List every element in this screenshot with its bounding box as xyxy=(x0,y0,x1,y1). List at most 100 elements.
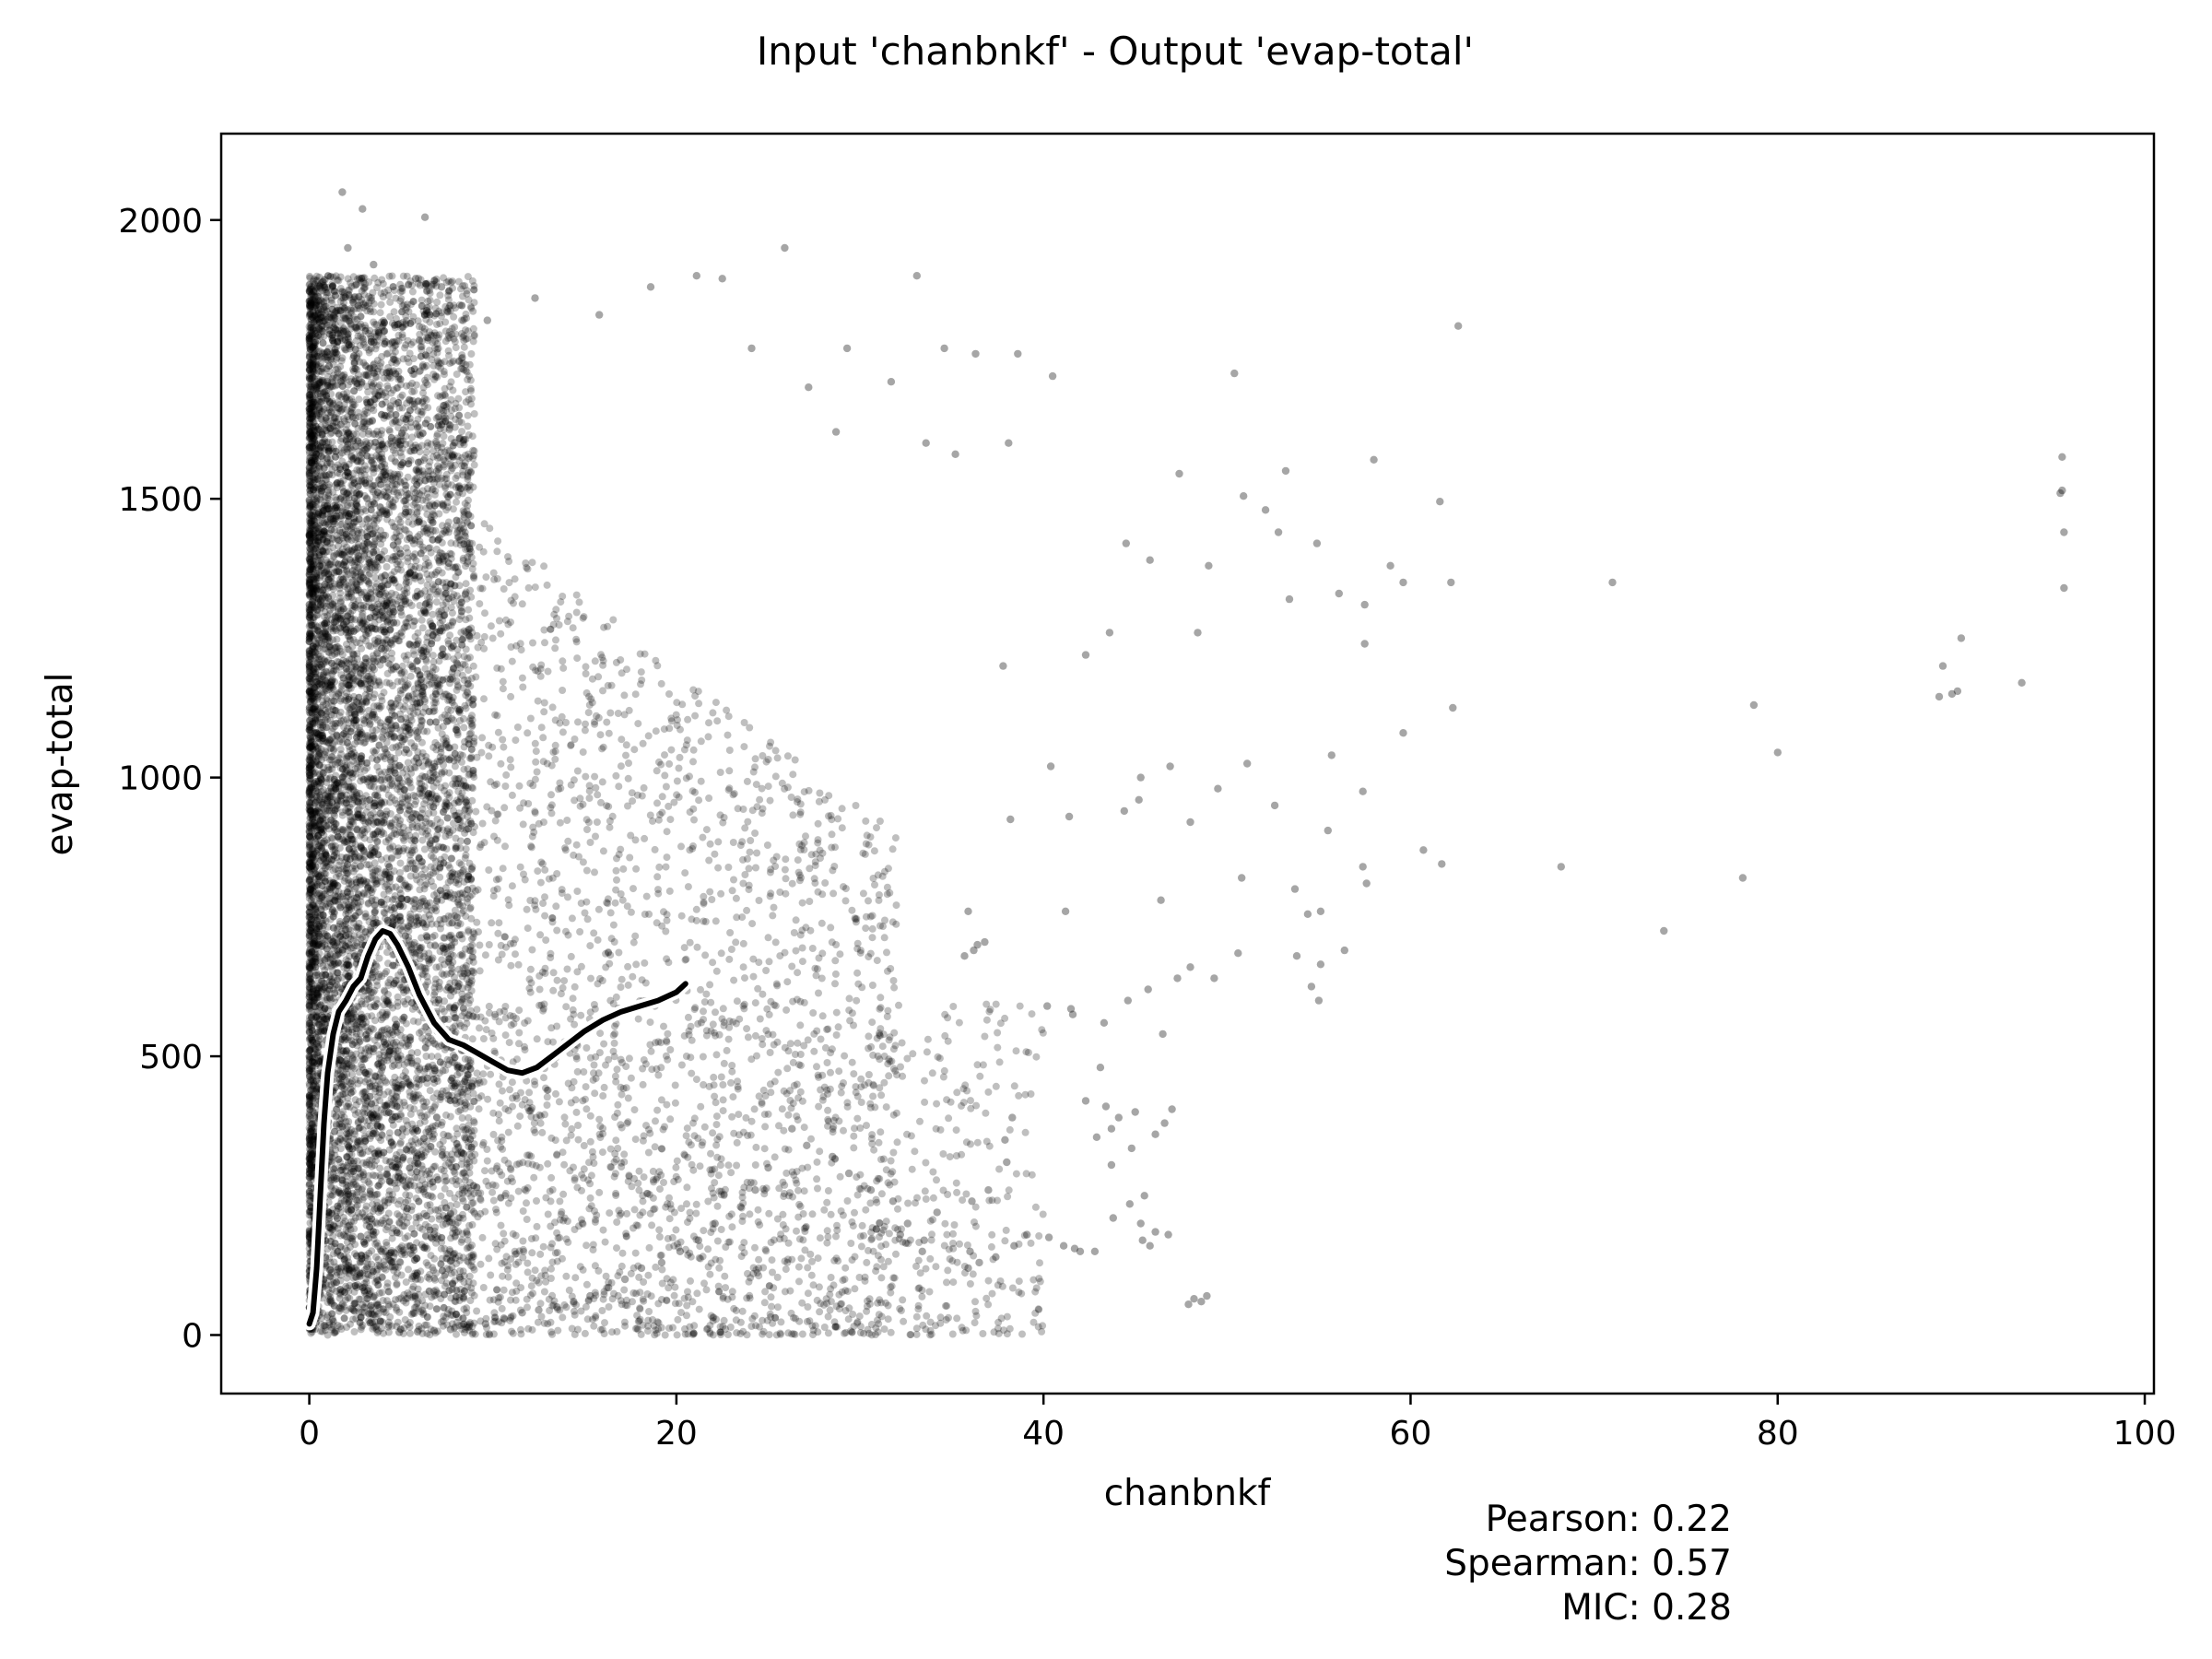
dense-point xyxy=(314,598,322,606)
dense-point xyxy=(469,771,477,779)
dense-point xyxy=(447,395,455,404)
data-point xyxy=(866,1186,876,1194)
dense-point xyxy=(441,1184,449,1193)
data-point xyxy=(1214,784,1222,793)
data-point xyxy=(975,1258,983,1267)
data-point xyxy=(595,311,604,319)
data-point xyxy=(657,1258,666,1267)
data-point xyxy=(1114,1113,1124,1122)
dense-point xyxy=(314,565,323,573)
dense-point xyxy=(397,432,406,441)
dense-point xyxy=(330,1317,337,1325)
dense-point xyxy=(438,1005,446,1013)
dense-point xyxy=(402,595,410,604)
dense-point xyxy=(421,608,429,617)
data-point xyxy=(1144,985,1152,994)
dense-point xyxy=(305,790,313,798)
dense-point xyxy=(415,275,422,282)
dense-point xyxy=(306,945,314,953)
dense-point xyxy=(392,1022,400,1030)
dense-point xyxy=(398,1156,406,1164)
dense-point xyxy=(324,471,333,479)
dense-point xyxy=(306,926,314,935)
dense-point xyxy=(427,863,435,871)
dense-point xyxy=(305,1155,313,1163)
dense-point xyxy=(327,408,335,416)
data-point xyxy=(2060,583,2068,593)
dense-point xyxy=(333,795,341,804)
data-point xyxy=(1157,896,1165,904)
dense-point xyxy=(341,373,349,382)
dense-point xyxy=(347,782,356,791)
dense-point xyxy=(338,792,347,799)
dense-point xyxy=(324,372,332,381)
data-point xyxy=(1749,700,1759,710)
data-point xyxy=(1608,578,1617,587)
dense-point xyxy=(464,876,472,884)
data-point xyxy=(605,1283,613,1292)
dense-point xyxy=(368,297,376,305)
dense-point xyxy=(402,1299,410,1307)
dense-point xyxy=(465,614,474,622)
dense-point xyxy=(406,396,414,405)
dense-point xyxy=(312,953,320,961)
data-point xyxy=(553,1303,561,1312)
data-point xyxy=(1210,974,1218,982)
dense-point xyxy=(388,1161,396,1170)
dense-point xyxy=(446,307,454,315)
data-point xyxy=(1146,1241,1154,1250)
dense-point xyxy=(454,1064,463,1071)
data-point xyxy=(803,1141,811,1150)
dense-point xyxy=(363,1215,371,1223)
data-point xyxy=(1292,952,1301,960)
dense-point xyxy=(370,406,378,415)
dense-point xyxy=(385,1321,393,1329)
dense-point xyxy=(467,304,476,312)
dense-point xyxy=(336,332,345,340)
dense-point xyxy=(323,1015,331,1023)
dense-point xyxy=(385,768,394,776)
dense-point xyxy=(371,1291,379,1300)
data-point xyxy=(676,1247,685,1256)
data-point xyxy=(1340,946,1349,955)
data-point xyxy=(1557,863,1566,871)
dense-point xyxy=(453,1130,462,1138)
data-point xyxy=(1076,1247,1085,1256)
data-point xyxy=(1324,826,1333,835)
dense-point xyxy=(308,742,316,750)
dense-point xyxy=(371,848,379,856)
dense-point xyxy=(438,607,445,615)
data-point xyxy=(781,243,789,253)
data-point xyxy=(1773,748,1783,757)
dense-point xyxy=(393,546,401,553)
dense-point xyxy=(460,627,468,635)
dense-point xyxy=(358,759,366,768)
dense-point xyxy=(459,1170,466,1178)
dense-point xyxy=(357,380,365,388)
dense-point xyxy=(344,1253,352,1262)
dense-point xyxy=(342,831,350,840)
dense-point xyxy=(305,1192,313,1200)
data-point xyxy=(1173,974,1182,982)
data-point xyxy=(1101,1102,1111,1111)
data-point xyxy=(1081,1097,1090,1105)
dense-point xyxy=(377,289,385,298)
dense-point xyxy=(339,390,347,398)
dense-point xyxy=(306,1126,314,1134)
dense-point xyxy=(454,394,463,403)
dense-point xyxy=(331,614,339,622)
dense-point xyxy=(374,865,382,873)
data-point xyxy=(999,662,1007,670)
dense-point xyxy=(401,932,409,940)
data-point xyxy=(411,275,420,283)
data-point xyxy=(1307,982,1316,991)
dense-point xyxy=(359,418,368,426)
dense-point xyxy=(323,442,331,451)
dense-point xyxy=(326,1002,334,1010)
data-point xyxy=(2018,678,2026,687)
dense-point xyxy=(323,738,331,747)
dense-point xyxy=(315,733,324,741)
dense-point xyxy=(381,577,389,585)
dense-point xyxy=(326,577,335,585)
data-point xyxy=(1399,729,1407,737)
